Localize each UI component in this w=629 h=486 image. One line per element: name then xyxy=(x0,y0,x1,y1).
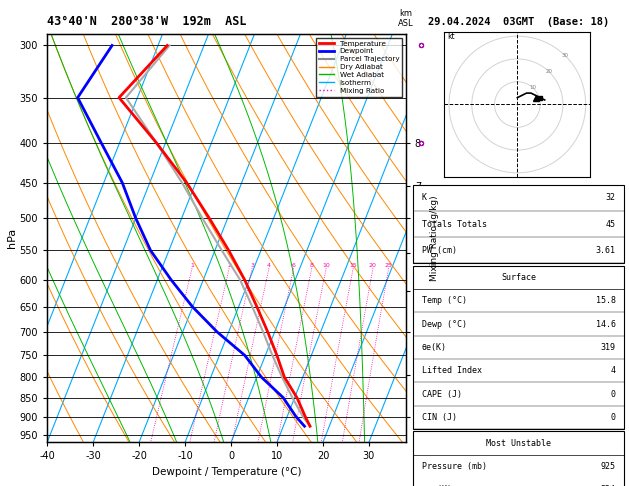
Text: 925: 925 xyxy=(601,462,616,471)
Text: km
ASL: km ASL xyxy=(398,9,413,28)
Text: CIN (J): CIN (J) xyxy=(421,413,457,422)
Text: 324: 324 xyxy=(601,485,616,486)
Text: 45: 45 xyxy=(606,220,616,228)
Text: θe (K): θe (K) xyxy=(421,485,452,486)
Text: 25: 25 xyxy=(385,263,392,268)
Text: 0: 0 xyxy=(611,413,616,422)
Text: 10: 10 xyxy=(530,85,537,89)
Text: 6: 6 xyxy=(292,263,296,268)
Text: 1: 1 xyxy=(190,263,194,268)
Text: Surface: Surface xyxy=(501,273,536,282)
Text: 29.04.2024  03GMT  (Base: 18): 29.04.2024 03GMT (Base: 18) xyxy=(428,17,610,27)
Text: LCL: LCL xyxy=(413,434,428,443)
Text: 30: 30 xyxy=(562,52,569,58)
Text: kt: kt xyxy=(447,32,455,41)
Text: Most Unstable: Most Unstable xyxy=(486,438,551,448)
Text: Temp (°C): Temp (°C) xyxy=(421,296,467,305)
Bar xyxy=(413,432,624,486)
Text: PW (cm): PW (cm) xyxy=(421,246,457,255)
Text: 319: 319 xyxy=(601,343,616,352)
Text: 10: 10 xyxy=(322,263,330,268)
Text: 20: 20 xyxy=(546,69,553,73)
Text: Pressure (mb): Pressure (mb) xyxy=(421,462,487,471)
Text: 15.8: 15.8 xyxy=(596,296,616,305)
Text: 3.61: 3.61 xyxy=(596,246,616,255)
Legend: Temperature, Dewpoint, Parcel Trajectory, Dry Adiabat, Wet Adiabat, Isotherm, Mi: Temperature, Dewpoint, Parcel Trajectory… xyxy=(316,37,402,97)
Text: 0: 0 xyxy=(611,390,616,399)
Text: K: K xyxy=(421,193,426,202)
Bar xyxy=(413,185,624,263)
Text: 32: 32 xyxy=(606,193,616,202)
Text: 4: 4 xyxy=(611,366,616,375)
Text: 8: 8 xyxy=(309,263,314,268)
Y-axis label: hPa: hPa xyxy=(7,228,17,248)
Text: 4: 4 xyxy=(267,263,271,268)
Text: 14.6: 14.6 xyxy=(596,320,616,329)
Text: θe(K): θe(K) xyxy=(421,343,447,352)
Text: Dewp (°C): Dewp (°C) xyxy=(421,320,467,329)
Text: 3: 3 xyxy=(250,263,254,268)
Bar xyxy=(413,266,624,429)
Text: Lifted Index: Lifted Index xyxy=(421,366,482,375)
Text: CAPE (J): CAPE (J) xyxy=(421,390,462,399)
Text: 15: 15 xyxy=(349,263,357,268)
Text: 43°40'N  280°38'W  192m  ASL: 43°40'N 280°38'W 192m ASL xyxy=(47,15,247,28)
X-axis label: Dewpoint / Temperature (°C): Dewpoint / Temperature (°C) xyxy=(152,467,301,477)
Text: 2: 2 xyxy=(227,263,231,268)
Text: 20: 20 xyxy=(369,263,377,268)
Text: Totals Totals: Totals Totals xyxy=(421,220,487,228)
Text: Mixing Ratio (g/kg): Mixing Ratio (g/kg) xyxy=(430,195,438,281)
